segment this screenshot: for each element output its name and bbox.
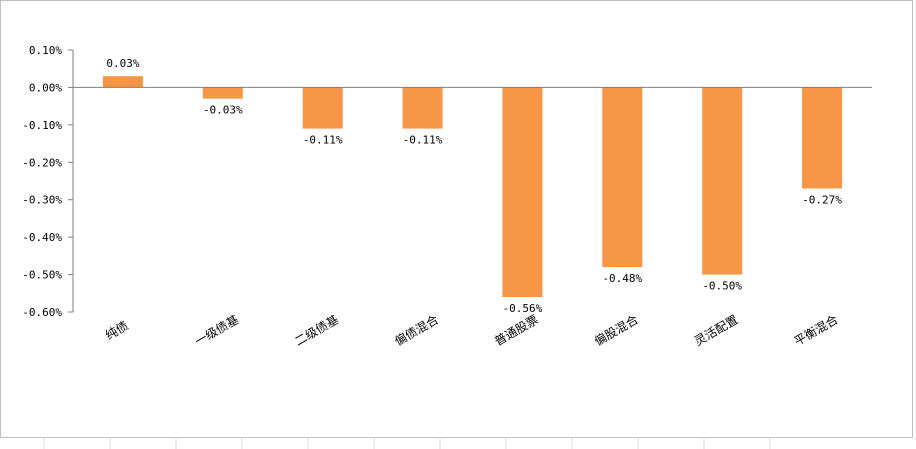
y-tick-label: -0.50% [22,269,62,282]
data-label: -0.56% [503,302,543,315]
bar-series [102,76,843,298]
y-tick-label: -0.60% [22,306,62,319]
bar [602,87,643,268]
bar [802,87,843,189]
y-tick-label: -0.20% [22,156,62,169]
bar [702,87,743,275]
bar [502,87,543,298]
data-label: -0.48% [602,272,642,285]
y-tick-label: 0.00% [29,81,62,94]
data-labels: 0.03% -0.03% -0.11% -0.11% -0.56% -0.48% -0.50… [106,57,842,315]
y-tick-label: -0.10% [22,119,62,132]
y-tick-label: 0.10% [29,44,62,57]
chart-border [0,0,913,438]
bar [202,87,243,99]
data-label: 0.03% [106,57,139,70]
y-tick-label: -0.40% [22,231,62,244]
sheet-gridline-ticks [43,437,771,449]
data-label: -0.50% [702,280,742,293]
data-label: -0.11% [303,134,343,147]
data-label: -0.27% [802,193,842,206]
bar [302,87,343,129]
bar [102,76,143,88]
y-tick-label: -0.30% [22,194,62,207]
data-label: -0.03% [203,104,243,117]
y-axis: 0.10% 0.00% -0.10% -0.20% -0.30% -0.40% -0.50%… [22,44,73,319]
bar [402,87,443,129]
data-label: -0.11% [403,134,443,147]
